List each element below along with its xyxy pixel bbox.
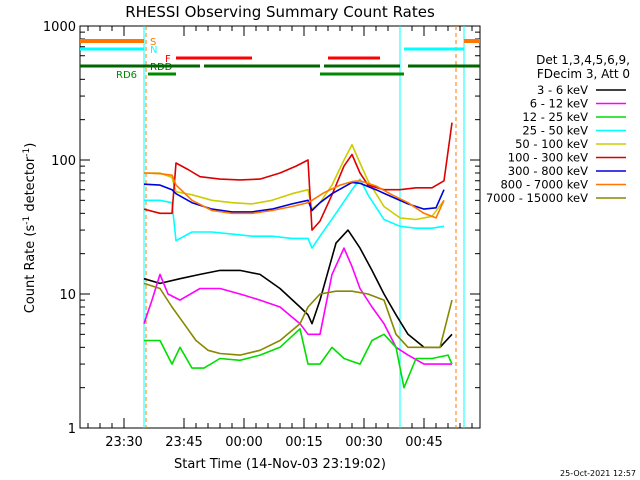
chart-title: RHESSI Observing Summary Count Rates — [125, 3, 435, 21]
series-line — [144, 178, 445, 249]
y-axis-label-sup: -1 — [22, 148, 32, 157]
x-tick-label: 00:00 — [225, 435, 262, 450]
y-tick-label: 100 — [51, 154, 76, 169]
x-tick-label: 00:45 — [405, 435, 442, 450]
legend-header-line-2: FDecim 3, Att 0 — [537, 67, 630, 81]
y-axis-label-sup: -1 — [22, 216, 32, 225]
flag-label: RD6 — [116, 70, 137, 81]
series-line — [144, 143, 445, 221]
legend-header-line-1: Det 1,3,4,5,6,9, — [536, 53, 630, 67]
plot-frame — [79, 25, 481, 429]
flag-label: F — [165, 54, 171, 65]
legend-label: 50 - 100 keV — [515, 137, 588, 151]
flag-label: N — [150, 45, 157, 56]
legend-label: 7000 - 15000 keV — [486, 191, 588, 205]
series-line — [144, 327, 453, 389]
y-tick-label: 1000 — [43, 20, 76, 35]
y-tick-label: 1 — [68, 422, 76, 437]
plot-area: 1 10 100 1000 23:30 23:45 00:00 00:15 00:30 00:45… — [43, 20, 481, 450]
series-line — [143, 229, 453, 349]
y-axis-label: Count Rate (s-1 detector-1) — [22, 143, 38, 314]
series-line — [143, 172, 445, 219]
series-line — [143, 181, 445, 213]
x-tick-label: 00:30 — [345, 435, 382, 450]
legend-label: 6 - 12 keV — [530, 97, 588, 111]
flag-label: RDD — [150, 62, 173, 73]
y-tick-label: 10 — [59, 288, 76, 303]
x-tick-label: 23:30 — [105, 435, 142, 450]
series-line — [143, 282, 453, 356]
x-tick-label: 00:15 — [285, 435, 322, 450]
timestamp-footer: 25-Oct-2021 12:57 — [560, 469, 636, 478]
series-line — [143, 122, 453, 231]
legend-label: 3 - 6 keV — [537, 83, 588, 97]
legend-label: 800 - 7000 keV — [500, 178, 588, 192]
x-tick-label: 23:45 — [165, 435, 202, 450]
flag-label: S — [150, 37, 156, 48]
legend-label: 25 - 50 keV — [522, 124, 588, 138]
y-axis-label-part: detector — [23, 156, 38, 216]
legend-label: 12 - 25 keV — [522, 110, 588, 124]
y-axis-label-part: Count Rate (s — [23, 225, 38, 314]
y-axis-label-part: ) — [23, 143, 38, 148]
legend-label: 300 - 800 keV — [508, 164, 588, 178]
legend-label: 100 - 300 keV — [508, 151, 588, 165]
x-axis-label: Start Time (14-Nov-03 23:19:02) — [174, 457, 386, 472]
